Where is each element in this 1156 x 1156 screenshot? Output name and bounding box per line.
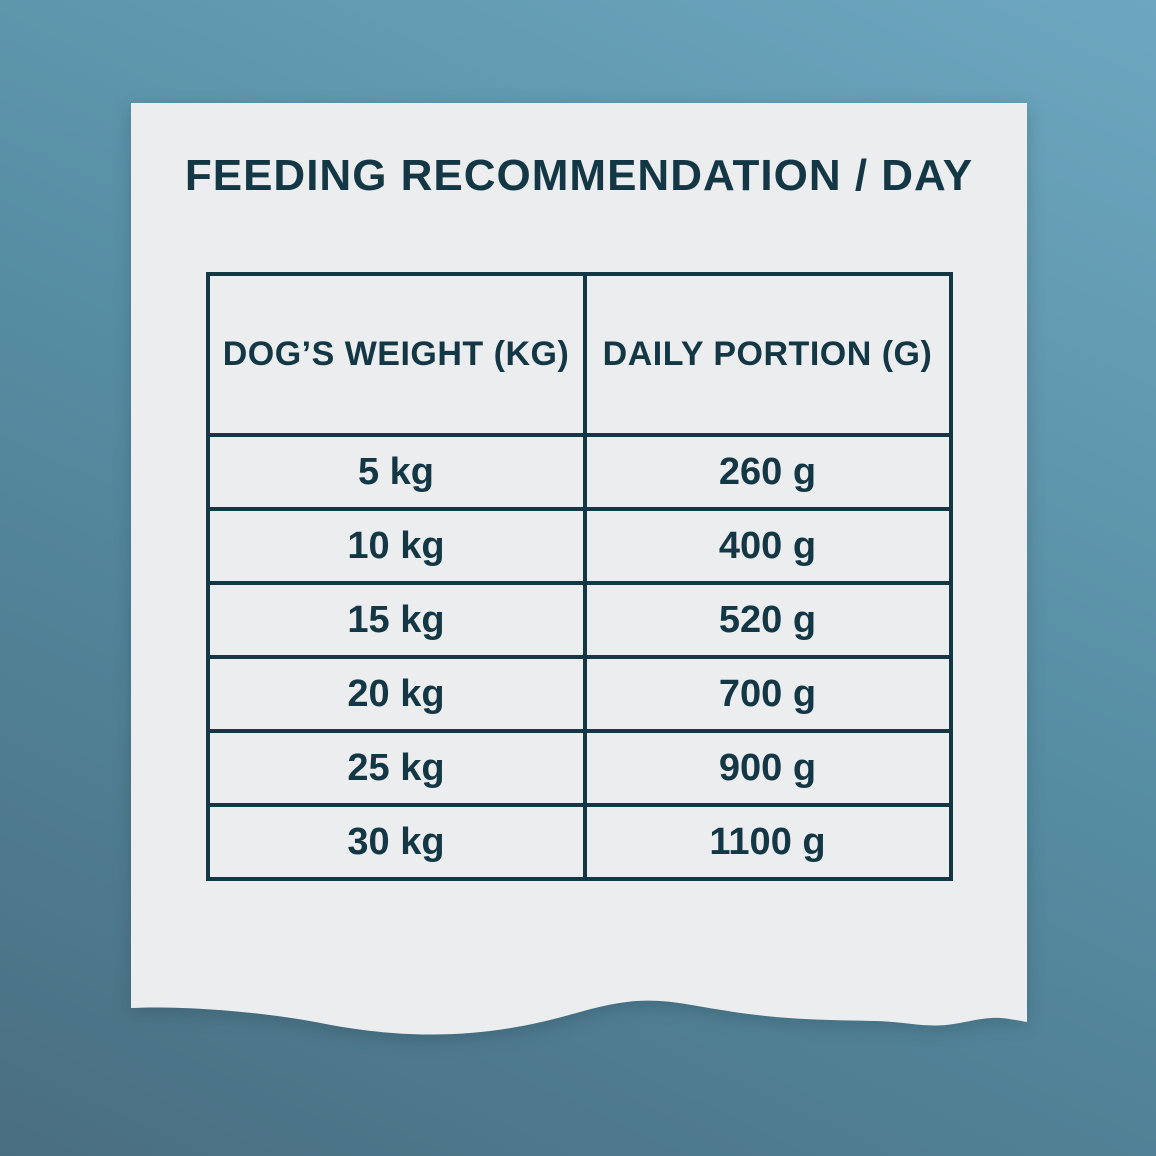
col-header-daily-portion: DAILY PORTION (G) [582,272,953,437]
label-content: FEEDING RECOMMENDATION / DAY DOG’S WEIGH… [131,103,1027,1040]
table-row: 10 kg 400 g [205,507,953,585]
weight-cell: 20 kg [205,655,587,733]
portion-cell: 1100 g [582,803,953,881]
weight-cell: 15 kg [205,581,587,659]
table-row: 5 kg 260 g [205,433,953,511]
portion-cell: 400 g [582,507,953,585]
portion-cell: 520 g [582,581,953,659]
table-header-row: DOG’S WEIGHT (KG) DAILY PORTION (G) [205,272,953,437]
weight-cell: 10 kg [205,507,587,585]
col-header-dogs-weight: DOG’S WEIGHT (KG) [205,272,587,437]
portion-cell: 260 g [582,433,953,511]
portion-cell: 700 g [582,655,953,733]
weight-cell: 5 kg [205,433,587,511]
table-row: 30 kg 1100 g [205,803,953,881]
paper-label: FEEDING RECOMMENDATION / DAY DOG’S WEIGH… [131,103,1027,1040]
portion-cell: 900 g [582,729,953,807]
weight-cell: 30 kg [205,803,587,881]
feeding-table: DOG’S WEIGHT (KG) DAILY PORTION (G) 5 kg… [205,272,953,881]
page-title: FEEDING RECOMMENDATION / DAY [184,151,974,200]
table-row: 15 kg 520 g [205,581,953,659]
table-row: 25 kg 900 g [205,729,953,807]
table-row: 20 kg 700 g [205,655,953,733]
weight-cell: 25 kg [205,729,587,807]
